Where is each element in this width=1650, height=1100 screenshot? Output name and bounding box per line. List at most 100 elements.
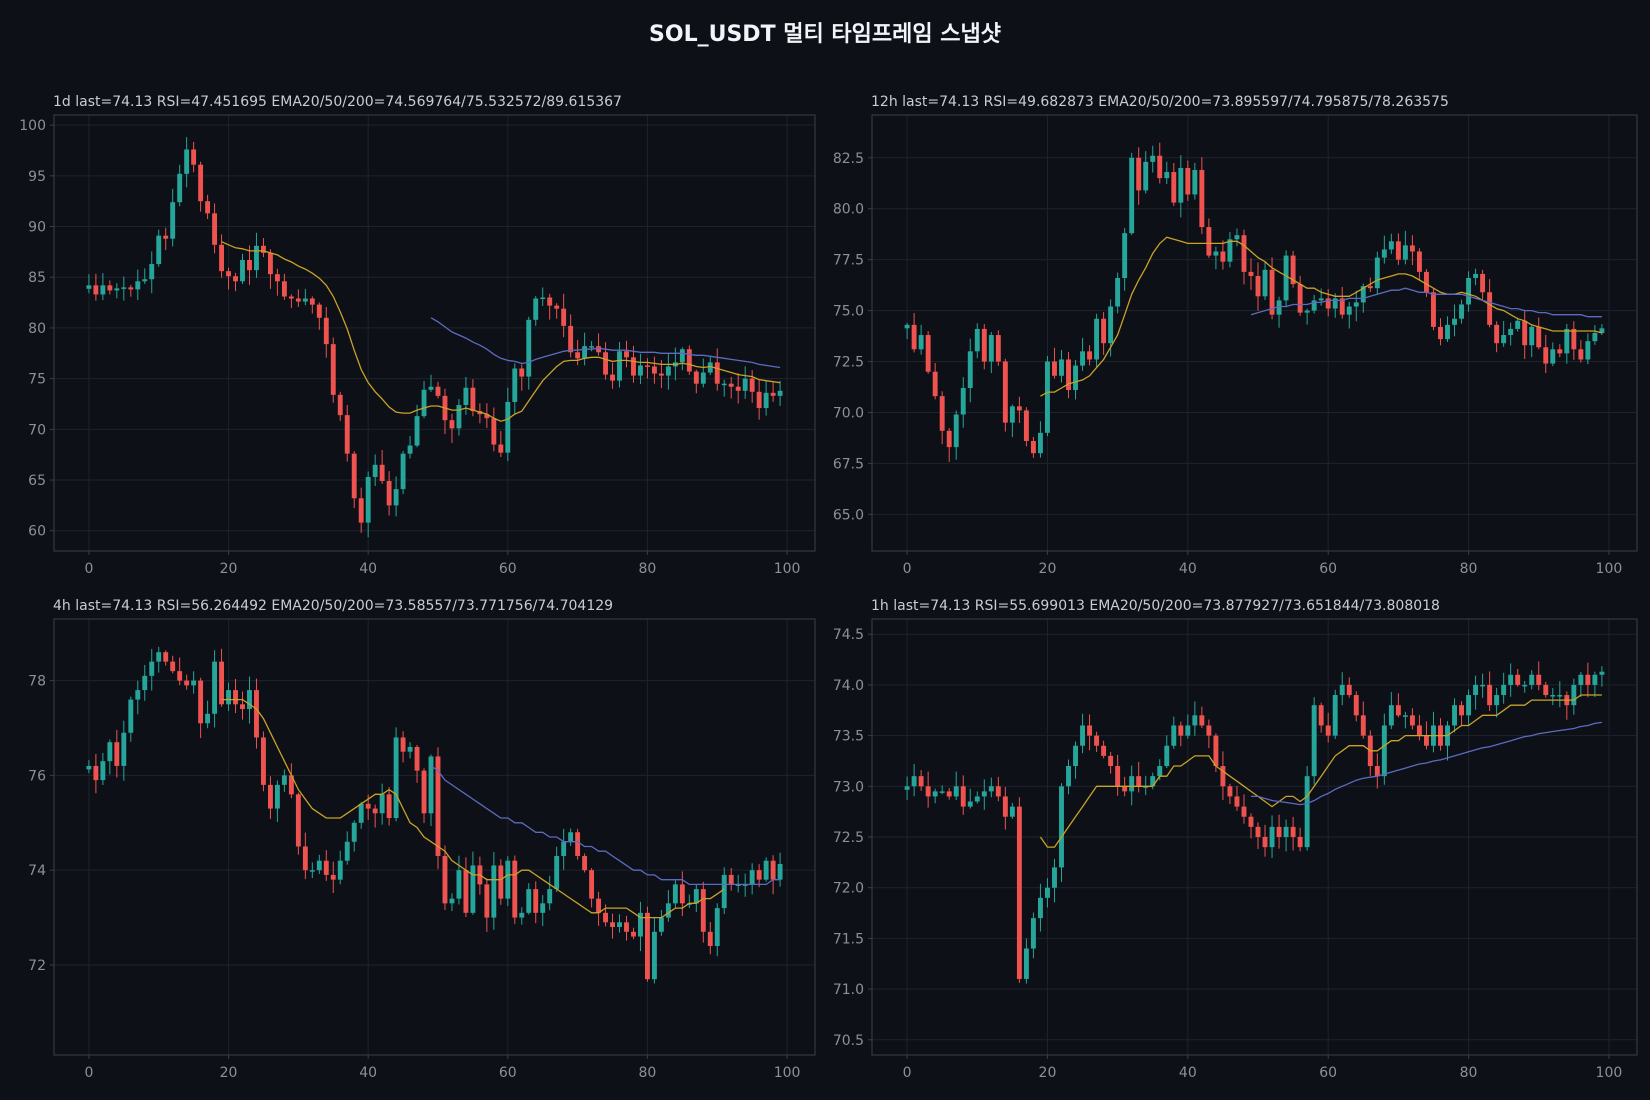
candle-down	[1423, 271, 1429, 293]
candle-up	[107, 742, 113, 762]
candle-down	[281, 281, 287, 297]
candle-up	[1501, 684, 1507, 696]
candle-down	[1367, 286, 1373, 289]
candle-down	[295, 794, 301, 847]
candle-down	[610, 374, 615, 381]
candle-up	[1143, 161, 1149, 191]
grid-lines	[872, 619, 1637, 1055]
x-tick-label: 80	[1460, 1065, 1478, 1081]
candle-up	[1030, 918, 1036, 949]
candle-down	[274, 274, 280, 282]
candle-up	[1515, 320, 1521, 329]
y-tick-label: 75.0	[833, 304, 864, 320]
candle-down	[442, 855, 448, 904]
candle-up	[1578, 674, 1584, 685]
candle-up	[142, 279, 148, 282]
candle-down	[1395, 241, 1401, 260]
candle-down	[911, 324, 917, 350]
candle-down	[1431, 292, 1436, 327]
candle-up	[1480, 684, 1486, 687]
candle-down	[1206, 725, 1212, 736]
candle-down	[1262, 837, 1268, 848]
y-tick-label: 82.5	[833, 151, 864, 167]
candle-up	[582, 346, 588, 359]
candle-up	[428, 386, 434, 390]
x-tick-label: 0	[903, 561, 912, 577]
candle-down	[960, 786, 966, 807]
candle-up	[512, 368, 518, 402]
candle-down	[1255, 826, 1261, 837]
candle-down	[1487, 292, 1493, 325]
candle-up	[1522, 684, 1528, 687]
candle-up	[100, 285, 106, 295]
candle-up	[904, 324, 910, 329]
candle-up	[344, 841, 350, 861]
candle-up	[1115, 277, 1121, 307]
candle-down	[728, 383, 734, 387]
candle-up	[1452, 318, 1457, 325]
candle-up	[1276, 300, 1282, 315]
candle-down	[233, 690, 238, 705]
candle-up	[547, 889, 553, 904]
candle-up	[456, 870, 462, 899]
ema50-line	[430, 765, 781, 886]
candle-down	[1325, 725, 1331, 736]
candle-down	[1016, 806, 1022, 979]
candle-down	[707, 931, 713, 946]
x-tick-label: 0	[903, 1065, 912, 1081]
candle-down	[575, 832, 581, 856]
candle-down	[1213, 735, 1219, 767]
candle-up	[1059, 786, 1064, 868]
candle-down	[631, 931, 636, 937]
y-tick-label: 65	[28, 473, 46, 489]
candle-down	[1339, 298, 1345, 315]
candle-up	[302, 298, 308, 302]
candle-up	[121, 732, 127, 766]
candle-down	[686, 349, 692, 372]
candle-up	[1066, 766, 1071, 787]
y-tick-label: 67.5	[833, 456, 864, 472]
candle-down	[631, 357, 636, 376]
x-tick-label: 80	[1460, 561, 1478, 577]
candle-up	[1059, 359, 1064, 376]
candle-down	[1101, 745, 1107, 756]
y-tick-label: 78	[28, 674, 46, 690]
y-tick-label: 73.0	[833, 779, 864, 795]
candle-up	[1311, 300, 1317, 311]
candle-up	[121, 287, 127, 289]
candle-down	[205, 201, 211, 214]
candle-down	[589, 870, 595, 899]
candle-up	[149, 661, 155, 676]
candle-up	[763, 392, 769, 409]
candle-down	[1220, 766, 1226, 787]
y-tick-label: 77.5	[833, 253, 864, 269]
candle-up	[519, 912, 525, 918]
candle-up	[1037, 432, 1043, 454]
candle-up	[693, 889, 699, 904]
y-tick-label: 70.5	[833, 1033, 864, 1049]
ema50-line	[1250, 287, 1602, 318]
candle-down	[918, 776, 924, 787]
candle-up	[337, 860, 343, 880]
candle-up	[1599, 671, 1605, 675]
candle-down	[191, 149, 197, 165]
candle-down	[547, 297, 553, 306]
candle-down	[1178, 725, 1184, 736]
candle-up	[911, 776, 917, 787]
figure-title: SOL_USDT 멀티 타임프레임 스냅샷	[649, 22, 1001, 47]
candle-down	[610, 922, 615, 928]
candle-down	[212, 213, 218, 245]
candle-down	[1290, 826, 1296, 837]
y-tick-label: 74.0	[833, 678, 864, 694]
candle-down	[1578, 349, 1584, 360]
x-tick-label: 40	[359, 1065, 377, 1081]
candle-up	[665, 366, 671, 376]
candle-up	[1045, 887, 1050, 898]
candle-down	[756, 870, 762, 880]
candle-up	[1037, 897, 1043, 919]
candle-down	[114, 742, 120, 766]
candle-up	[100, 761, 106, 781]
candle-up	[707, 362, 713, 373]
candle-down	[624, 922, 629, 932]
candle-up	[1129, 776, 1135, 792]
